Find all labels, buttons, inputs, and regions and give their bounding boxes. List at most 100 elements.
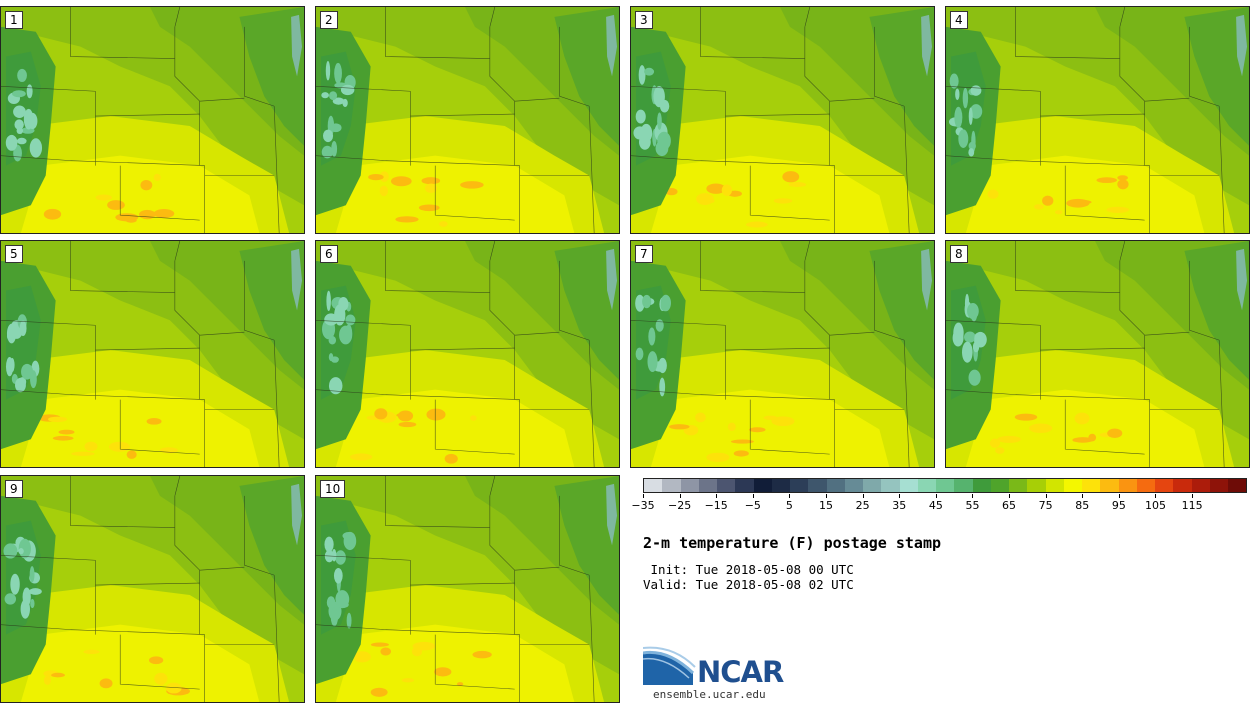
colorbar-tick xyxy=(972,494,974,498)
init-time: Init: Tue 2018-05-08 00 UTC xyxy=(643,562,854,577)
colorbar-segment xyxy=(771,479,790,492)
temperature-map xyxy=(316,241,619,467)
stamp-panel-7: 7 xyxy=(630,240,935,468)
colorbar-tick xyxy=(899,494,901,498)
stamp-label: 4 xyxy=(950,11,968,29)
colorbar-segment xyxy=(808,479,827,492)
colorbar-segment xyxy=(1118,479,1137,492)
colorbar-tick xyxy=(1155,494,1157,498)
colorbar-tick-label: −15 xyxy=(704,499,728,512)
colorbar-segment xyxy=(680,479,699,492)
colorbar-segment xyxy=(698,479,717,492)
colorbar-segment xyxy=(717,479,736,492)
colorbar-tick-label: −25 xyxy=(667,499,692,512)
stamp-label: 6 xyxy=(320,245,338,263)
colorbar-tick xyxy=(1045,494,1047,498)
colorbar-segment xyxy=(1136,479,1155,492)
page-title: 2-m temperature (F) postage stamp xyxy=(643,534,942,552)
colorbar-tick xyxy=(862,494,864,498)
colorbar-segment xyxy=(826,479,845,492)
stamp-panel-10: 10 xyxy=(315,475,620,703)
colorbar-tick-label: 85 xyxy=(1075,499,1090,512)
colorbar-tick-label: 75 xyxy=(1038,499,1053,512)
stamp-panel-1: 1 xyxy=(0,6,305,234)
colorbar-segment xyxy=(917,479,936,492)
colorbar-tick-label: 5 xyxy=(785,499,793,512)
colorbar-tick-label: 65 xyxy=(1002,499,1017,512)
colorbar-segment xyxy=(1100,479,1119,492)
colorbar-tick-label: 55 xyxy=(965,499,980,512)
colorbar-segment xyxy=(1045,479,1064,492)
colorbar-tick-label: 115 xyxy=(1181,499,1203,512)
colorbar-segment xyxy=(844,479,863,492)
temperature-colorbar xyxy=(643,478,1247,493)
colorbar-tick xyxy=(679,494,681,498)
colorbar-segment xyxy=(790,479,809,492)
colorbar-segment xyxy=(1063,479,1082,492)
colorbar-segment xyxy=(972,479,991,492)
stamp-label: 8 xyxy=(950,245,968,263)
logo-url[interactable]: ensemble.ucar.edu xyxy=(653,688,766,701)
stamp-panel-2: 2 xyxy=(315,6,620,234)
temperature-map xyxy=(946,241,1249,467)
stamp-label: 1 xyxy=(5,11,23,29)
valid-time: Valid: Tue 2018-05-08 02 UTC xyxy=(643,577,854,592)
stamp-panel-5: 5 xyxy=(0,240,305,468)
colorbar-tick-label: −5 xyxy=(744,499,761,512)
ncar-logo-icon xyxy=(643,646,696,685)
stamp-label: 5 xyxy=(5,245,23,263)
stamp-panel-6: 6 xyxy=(315,240,620,468)
stamp-label: 10 xyxy=(320,480,346,498)
colorbar-tick xyxy=(1192,494,1194,498)
colorbar-segment xyxy=(936,479,955,492)
colorbar-segment xyxy=(881,479,900,492)
temperature-map xyxy=(946,7,1249,233)
colorbar-tick xyxy=(1118,494,1120,498)
colorbar-tick xyxy=(935,494,937,498)
temperature-map xyxy=(1,476,304,702)
logo-text: NCAR xyxy=(697,655,784,689)
colorbar-tick-label: 105 xyxy=(1144,499,1166,512)
stamp-label: 3 xyxy=(635,11,653,29)
colorbar-tick-label: 15 xyxy=(819,499,834,512)
colorbar-ticks: −35 −25 −15 −5 5 15 25 35 45 55 65 75 85 95 105 115 xyxy=(631,494,1247,514)
temperature-map xyxy=(316,7,619,233)
colorbar-segment xyxy=(1009,479,1028,492)
colorbar-segment xyxy=(1082,479,1101,492)
temperature-map xyxy=(1,7,304,233)
colorbar-tick-label: −35 xyxy=(631,499,655,512)
colorbar-segment xyxy=(899,479,918,492)
colorbar-segment xyxy=(863,479,882,492)
temperature-map xyxy=(316,476,619,702)
stamp-label: 9 xyxy=(5,480,23,498)
stamp-label: 2 xyxy=(320,11,338,29)
colorbar-tick-label: 35 xyxy=(892,499,907,512)
colorbar-segment xyxy=(990,479,1009,492)
colorbar-segment xyxy=(1228,479,1247,492)
colorbar-tick xyxy=(752,494,754,498)
temperature-map xyxy=(631,7,934,233)
colorbar-segment xyxy=(1173,479,1192,492)
colorbar-tick xyxy=(1082,494,1084,498)
colorbar-tick-label: 95 xyxy=(1111,499,1126,512)
stamp-panel-8: 8 xyxy=(945,240,1250,468)
colorbar-tick-label: 45 xyxy=(928,499,943,512)
colorbar-tick xyxy=(789,494,791,498)
stamp-label: 7 xyxy=(635,245,653,263)
temperature-map xyxy=(631,241,934,467)
colorbar-segment xyxy=(1027,479,1046,492)
colorbar-tick xyxy=(716,494,718,498)
stamp-panel-9: 9 xyxy=(0,475,305,703)
colorbar-segment xyxy=(1209,479,1228,492)
colorbar-tick xyxy=(1009,494,1011,498)
colorbar-segment xyxy=(1191,479,1210,492)
stamp-panel-3: 3 xyxy=(630,6,935,234)
colorbar-segment xyxy=(662,479,681,492)
temperature-map xyxy=(1,241,304,467)
colorbar-tick xyxy=(643,494,644,498)
colorbar-segment xyxy=(753,479,772,492)
colorbar-segment xyxy=(735,479,754,492)
colorbar-tick-label: 25 xyxy=(855,499,870,512)
colorbar-tick xyxy=(826,494,828,498)
colorbar-segment xyxy=(954,479,973,492)
